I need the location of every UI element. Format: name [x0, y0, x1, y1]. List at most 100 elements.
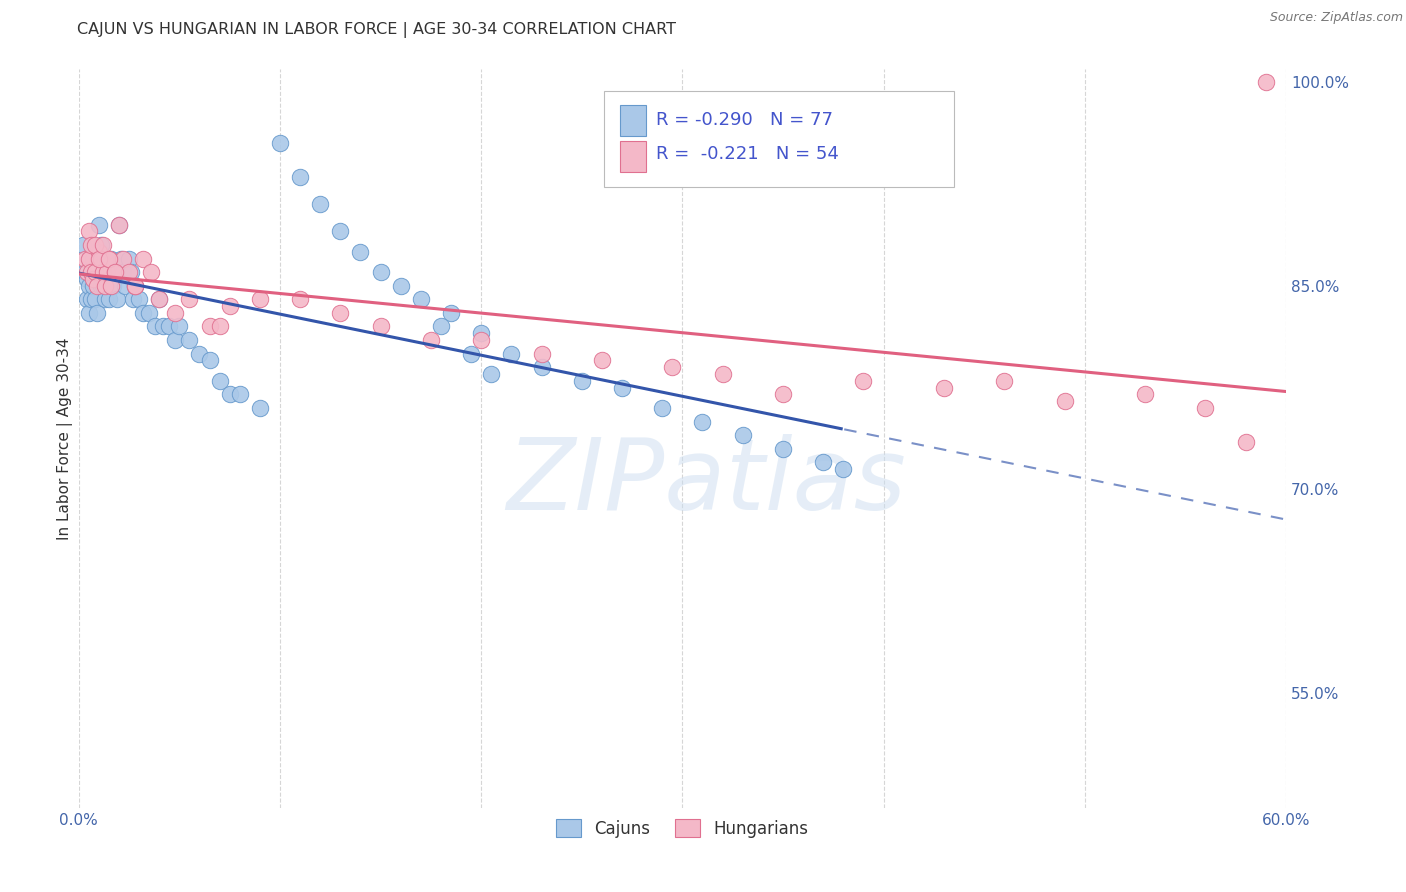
- Point: [349, 244, 371, 259]
- Point: [83, 265, 105, 279]
- Legend: Cajuns, Hungarians: Cajuns, Hungarians: [550, 813, 815, 845]
- Point: [501, 346, 523, 360]
- Point: [329, 306, 352, 320]
- Point: [651, 401, 673, 415]
- Point: [80, 293, 103, 307]
- Point: [94, 293, 117, 307]
- Point: [94, 265, 117, 279]
- Point: [165, 306, 187, 320]
- Point: [108, 218, 131, 232]
- Point: [80, 265, 103, 279]
- Point: [731, 428, 754, 442]
- Point: [77, 306, 100, 320]
- Text: R = -0.290   N = 77: R = -0.290 N = 77: [655, 111, 832, 128]
- Point: [100, 278, 122, 293]
- Point: [591, 353, 613, 368]
- Point: [82, 252, 104, 266]
- Point: [97, 252, 120, 266]
- Point: [111, 252, 134, 266]
- Point: [249, 293, 271, 307]
- Point: [772, 387, 794, 401]
- Point: [104, 265, 127, 279]
- Point: [86, 278, 108, 293]
- Point: [1053, 394, 1076, 409]
- Point: [87, 252, 110, 266]
- Point: [389, 278, 412, 293]
- Point: [83, 238, 105, 252]
- Point: [132, 306, 155, 320]
- Point: [90, 278, 112, 293]
- Point: [82, 272, 104, 286]
- Point: [97, 252, 120, 266]
- Point: [143, 319, 166, 334]
- Point: [1133, 387, 1156, 401]
- Point: [692, 415, 714, 429]
- Point: [111, 265, 134, 279]
- Point: [530, 360, 553, 375]
- Point: [91, 278, 114, 293]
- Point: [114, 278, 136, 293]
- Point: [932, 380, 955, 394]
- Point: [218, 387, 240, 401]
- Point: [208, 319, 231, 334]
- Point: [179, 293, 201, 307]
- Point: [832, 462, 855, 476]
- Point: [157, 319, 180, 334]
- Point: [141, 265, 163, 279]
- Point: [169, 319, 191, 334]
- Point: [711, 367, 734, 381]
- Point: [90, 238, 112, 252]
- Bar: [620, 141, 647, 172]
- Point: [94, 278, 117, 293]
- Point: [152, 319, 174, 334]
- Point: [105, 293, 128, 307]
- Point: [409, 293, 432, 307]
- Y-axis label: In Labor Force | Age 30-34: In Labor Force | Age 30-34: [58, 337, 73, 540]
- Point: [993, 374, 1015, 388]
- Point: [122, 293, 145, 307]
- Point: [269, 136, 291, 151]
- Point: [288, 170, 311, 185]
- Point: [97, 265, 120, 279]
- Point: [96, 252, 118, 266]
- Point: [460, 346, 482, 360]
- Point: [479, 367, 502, 381]
- Point: [87, 218, 110, 232]
- Point: [91, 238, 114, 252]
- Point: [77, 278, 100, 293]
- Point: [77, 252, 100, 266]
- Point: [101, 278, 124, 293]
- Point: [179, 333, 201, 347]
- Point: [76, 272, 98, 286]
- Point: [73, 252, 96, 266]
- Point: [77, 252, 100, 266]
- Point: [124, 278, 146, 293]
- Point: [208, 374, 231, 388]
- Text: CAJUN VS HUNGARIAN IN LABOR FORCE | AGE 30-34 CORRELATION CHART: CAJUN VS HUNGARIAN IN LABOR FORCE | AGE …: [77, 22, 676, 38]
- Point: [329, 224, 352, 238]
- Text: Source: ZipAtlas.com: Source: ZipAtlas.com: [1270, 11, 1403, 24]
- Point: [104, 259, 127, 273]
- Point: [73, 265, 96, 279]
- Point: [470, 333, 492, 347]
- Point: [87, 244, 110, 259]
- Point: [530, 346, 553, 360]
- Point: [1194, 401, 1216, 415]
- Point: [440, 306, 463, 320]
- Point: [661, 360, 683, 375]
- Point: [370, 265, 392, 279]
- Point: [120, 265, 142, 279]
- Bar: [620, 104, 647, 136]
- Point: [83, 293, 105, 307]
- Point: [91, 252, 114, 266]
- Point: [138, 306, 160, 320]
- Point: [97, 293, 120, 307]
- Point: [76, 265, 98, 279]
- Point: [430, 319, 453, 334]
- Point: [80, 265, 103, 279]
- Point: [124, 278, 146, 293]
- Point: [811, 455, 834, 469]
- Point: [419, 333, 441, 347]
- Text: R =  -0.221   N = 54: R = -0.221 N = 54: [655, 145, 838, 162]
- Point: [228, 387, 250, 401]
